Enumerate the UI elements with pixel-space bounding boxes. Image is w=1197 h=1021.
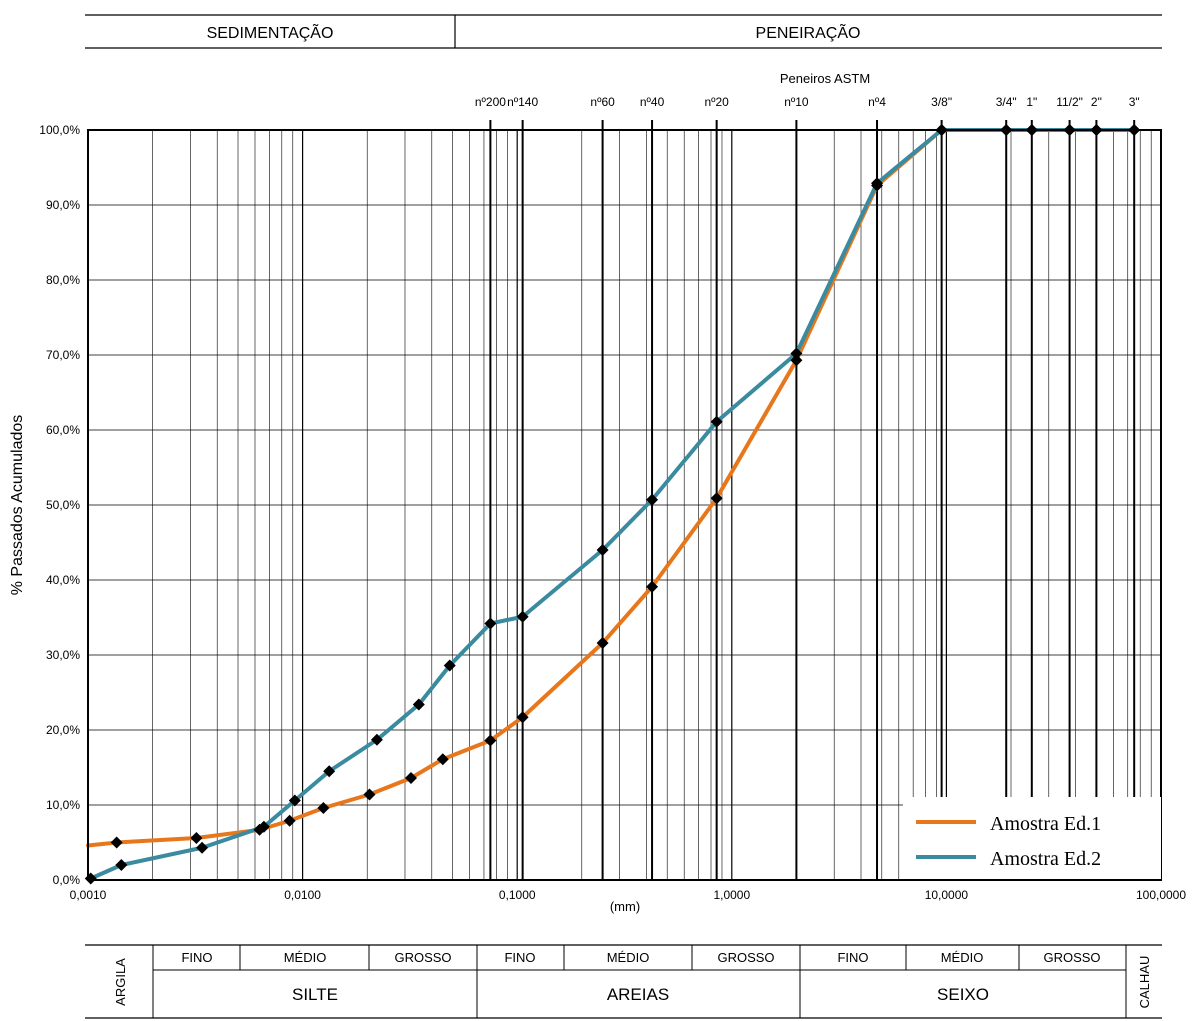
x-axis-label: (mm) [610,899,640,914]
subclass-areias-medio: MÉDIO [607,950,650,965]
x-tick-label: 100,0000 [1136,888,1186,902]
subclass-areias-grosso: GROSSO [717,950,774,965]
x-tick-label: 0,0100 [284,888,321,902]
class-argila: ARGILA [113,958,128,1006]
series-1-marker [596,637,609,649]
subclass-silte-grosso: GROSSO [394,950,451,965]
series-2-marker [370,733,383,746]
y-axis-label: % Passados Acumulados [9,415,26,596]
series-2-marker [257,820,270,833]
series-2-marker [323,765,336,778]
y-tick-label: 60,0% [46,423,80,437]
series-2-marker [871,177,884,190]
series-1-marker [190,832,203,844]
sieve-label: 3" [1129,95,1140,109]
y-tick-label: 50,0% [46,498,80,512]
x-tick-label: 0,1000 [499,888,536,902]
y-tick-label: 90,0% [46,198,80,212]
sieve-label: nº20 [704,95,729,109]
sieve-lines [489,120,1136,880]
series-2-marker [484,617,497,630]
sieve-label: nº200 [475,95,506,109]
sieves-title: Peneiros ASTM [780,71,870,86]
subclass-seixo-medio: MÉDIO [941,950,984,965]
series-1-marker [646,580,659,593]
y-tick-label: 100,0% [39,123,80,137]
series-2-marker [443,659,456,672]
legend-box [903,797,1161,879]
sieve-label: nº60 [590,95,615,109]
sieve-label: nº40 [640,95,665,109]
subclass-seixo-grosso: GROSSO [1043,950,1100,965]
y-tick-label: 30,0% [46,648,80,662]
series-2-marker [516,610,529,623]
series-2-marker [412,698,425,711]
plot-frame [87,129,1162,881]
y-tick-label: 80,0% [46,273,80,287]
series-2-marker [288,794,301,807]
y-tick-label: 70,0% [46,348,80,362]
series-1-marker [516,711,529,724]
header-band: SEDIMENTAÇÃO PENEIRAÇÃO [85,14,1162,49]
series-1-marker [436,753,449,766]
series-2-line [88,128,1137,881]
subclass-silte-medio: MÉDIO [284,950,327,965]
horizontal-gridlines [88,129,1161,881]
subclass-seixo-fino: FINO [837,950,868,965]
series-1-line [86,128,1137,848]
header-peneiracao: PENEIRAÇÃO [756,22,861,42]
series-1-marker [317,802,330,814]
x-axis-tick-labels: 0,0010 0,0100 0,1000 1,0000 10,0000 100,0000 [70,888,1187,902]
series-1-marker [710,492,723,505]
series-markers [84,124,1141,885]
series-2-marker [790,347,803,360]
sieve-label: nº10 [784,95,809,109]
series-1-marker [790,354,803,367]
classification-table: ARGILA CALHAU FINO MÉDIO GROSSO FINO MÉD… [85,944,1162,1019]
y-tick-label: 10,0% [46,798,80,812]
class-calhau: CALHAU [1137,956,1152,1009]
legend-label-series-1: Amostra Ed.1 [990,813,1101,835]
series-1-marker [484,734,497,747]
x-tick-label: 10,0000 [925,888,969,902]
group-areias: AREIAS [607,985,669,1004]
series-1-marker [110,836,123,849]
sieve-label: 3/4" [996,95,1017,109]
legend: Amostra Ed.1 Amostra Ed.2 [903,797,1161,879]
sieve-label: 11/2" [1056,95,1083,109]
series-2-marker [84,872,97,885]
subclass-silte-fino: FINO [181,950,212,965]
legend-label-series-2: Amostra Ed.2 [990,848,1101,870]
group-silte: SILTE [292,985,338,1004]
series-1-marker [405,772,418,784]
series-2-marker [196,841,209,854]
y-tick-label: 40,0% [46,573,80,587]
sieve-label: 1" [1026,95,1037,109]
subclass-areias-fino: FINO [504,950,535,965]
x-tick-label: 0,0010 [70,888,107,902]
sieve-label: nº4 [868,95,886,109]
y-tick-label: 20,0% [46,723,80,737]
series-2-marker [646,493,659,506]
series-1-marker [363,788,376,801]
series-lines [86,128,1137,881]
sieve-label: 3/8" [931,95,952,109]
series-2-marker [115,859,128,871]
group-seixo: SEIXO [937,985,989,1004]
series-2-marker [710,415,723,428]
series-2-marker [596,544,609,556]
header-sedimentacao: SEDIMENTAÇÃO [207,22,334,42]
sieve-labels: nº200 nº140 nº60 nº40 nº20 nº10 nº4 3/8" 3/4" 1" 1… [475,95,1140,109]
y-axis-tick-labels: 0,0% 10,0% 20,0% 30,0% 40,0% 50,0% 60,0% 70,0% 8… [39,123,80,887]
series-1-marker [283,814,296,827]
x-tick-label: 1,0000 [713,888,750,902]
sieve-label: 2" [1091,95,1102,109]
sieve-label: nº140 [507,95,538,109]
y-tick-label: 0,0% [53,873,81,887]
